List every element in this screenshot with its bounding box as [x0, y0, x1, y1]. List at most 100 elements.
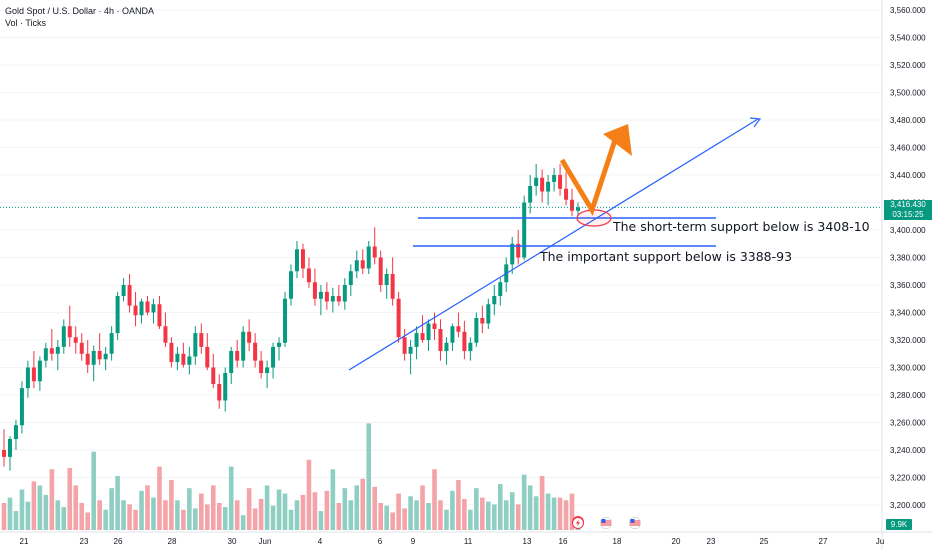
- volume-bar: [210, 485, 216, 530]
- projection-arrow-head: [603, 124, 632, 156]
- candle-body: [37, 360, 42, 382]
- important-support-label[interactable]: The important support below is 3388-93: [540, 249, 793, 264]
- volume-bar: [61, 507, 67, 530]
- volume-bar: [163, 500, 168, 530]
- volume-bar: [521, 474, 527, 530]
- time-tick-label: 26: [114, 537, 123, 546]
- time-axis[interactable]: 21 23 26 28 30 Jun 4 6 9 11 13 16 18 20 23 25 27 Ju: [0, 531, 932, 546]
- volume-bar: [139, 490, 144, 530]
- candle-body: [61, 326, 66, 347]
- volume-bar: [133, 509, 138, 530]
- volume-bar: [491, 504, 497, 530]
- volume-bar: [569, 493, 575, 530]
- volume-bar: [336, 503, 342, 530]
- volume-bar: [19, 489, 25, 530]
- volume-bar: [240, 515, 246, 530]
- candle-body: [540, 177, 545, 192]
- candle-body: [372, 246, 377, 258]
- support-highlight-ellipse: [576, 209, 612, 227]
- candle-body: [426, 323, 431, 340]
- volume-bar: [468, 509, 473, 530]
- event-flash-icon[interactable]: [572, 516, 584, 529]
- candle-body: [85, 353, 90, 365]
- volume-bar: [175, 500, 180, 530]
- candle-body: [271, 346, 276, 368]
- price-tick-label: 3,540.000: [890, 34, 926, 43]
- volume-bar: [384, 505, 389, 530]
- time-tick-label: 6: [378, 537, 383, 546]
- volume-bar: [91, 451, 96, 530]
- volume-bar: [187, 488, 192, 530]
- volume-bar: [151, 497, 156, 530]
- chart-drawings[interactable]: [0, 117, 882, 371]
- candle-body: [139, 301, 144, 316]
- candle-body: [31, 367, 36, 382]
- candle-body: [516, 243, 521, 258]
- candle-body: [67, 326, 72, 338]
- us-flag-icon[interactable]: [599, 516, 613, 530]
- volume-bar: [480, 497, 485, 530]
- short-term-support-label[interactable]: The short-term support below is 3408-10: [613, 219, 870, 234]
- candle-body: [336, 296, 341, 302]
- candle-body: [205, 346, 210, 368]
- candle-body: [121, 285, 126, 296]
- volume-bar: [414, 500, 419, 530]
- candle-body: [522, 202, 527, 258]
- candle-body: [402, 337, 407, 354]
- volume-bar: [533, 496, 539, 530]
- candle-body: [229, 351, 234, 373]
- candle-body: [43, 348, 48, 361]
- candle-body: [564, 188, 569, 200]
- time-tick-label: 20: [672, 537, 681, 546]
- volume-bar: [79, 503, 85, 530]
- candle-body: [49, 348, 54, 354]
- volume-bar: [486, 501, 491, 530]
- candle-body: [19, 388, 24, 426]
- volume-bar: [372, 486, 378, 530]
- price-tick-label: 3,200.000: [890, 501, 926, 510]
- volume-bar: [276, 489, 282, 530]
- candle-body: [247, 331, 252, 343]
- candle-body: [360, 260, 365, 269]
- time-tick-label: 11: [464, 537, 473, 546]
- volume-bar: [67, 467, 73, 530]
- volume-bar: [193, 508, 198, 530]
- candle-body: [558, 175, 563, 189]
- volume-bar: [145, 485, 150, 530]
- volume-bars: [1, 423, 581, 530]
- volume-bar: [432, 469, 437, 530]
- chart-legend: Gold Spot / U.S. Dollar · 4h · OANDA Vol…: [5, 5, 154, 29]
- volume-bar: [31, 481, 37, 530]
- candle-body: [414, 333, 419, 347]
- symbol-title[interactable]: Gold Spot / U.S. Dollar · 4h · OANDA: [5, 6, 155, 16]
- candle-body: [289, 271, 293, 299]
- volume-bar: [222, 507, 228, 530]
- volume-indicator-label[interactable]: Vol · Ticks: [5, 18, 47, 28]
- price-tick-label: 3,520.000: [890, 61, 926, 70]
- candle-body: [366, 246, 371, 269]
- bar-countdown-timer: 03:15:25: [892, 210, 924, 219]
- volume-bar: [300, 494, 306, 530]
- price-axis[interactable]: 3,560.000 3,540.000 3,520.000 3,500.000 3,48…: [881, 0, 926, 550]
- volume-bar: [288, 509, 294, 530]
- volume-bar: [515, 504, 521, 530]
- volume-bar: [342, 488, 348, 530]
- candle-body: [396, 298, 401, 338]
- price-tick-label: 3,220.000: [890, 474, 926, 483]
- candle-body: [109, 333, 114, 354]
- candle-body: [510, 243, 515, 265]
- trend-line: [348, 118, 759, 371]
- volume-bar: [545, 493, 551, 530]
- candle-body: [324, 291, 329, 302]
- candle-body: [552, 175, 557, 182]
- candle-body: [217, 384, 222, 401]
- volume-bar: [318, 511, 324, 530]
- us-flag-icon[interactable]: [628, 516, 642, 530]
- volume-bar: [360, 478, 366, 530]
- candle-body: [235, 351, 240, 361]
- candle-body: [420, 333, 425, 340]
- volume-bar: [497, 484, 503, 530]
- candle-body: [348, 271, 353, 285]
- volume-bar: [115, 476, 120, 530]
